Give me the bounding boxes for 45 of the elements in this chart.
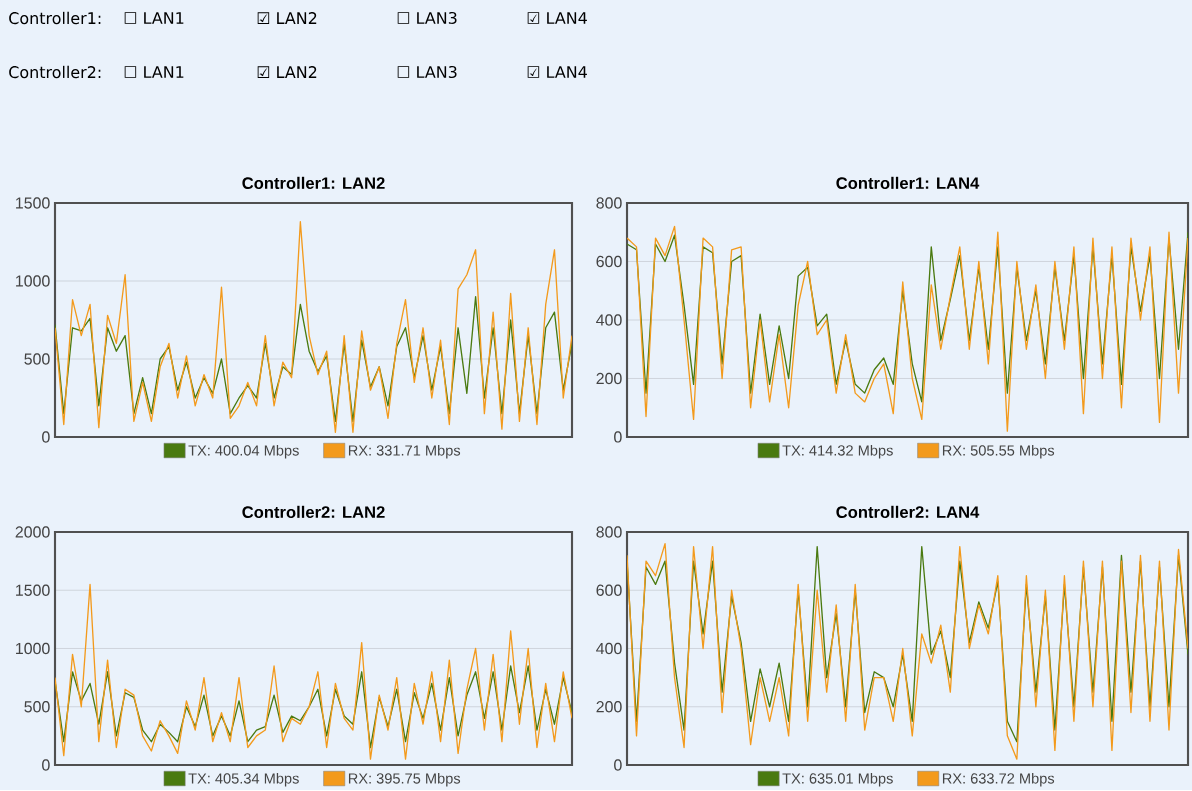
legend-label: RX: 331.71 Mbps (348, 445, 461, 459)
y-tick-label: 0 (42, 431, 50, 443)
y-tick-label: 600 (596, 584, 622, 596)
line-series (627, 225, 1189, 432)
y-tick-label: 0 (614, 431, 622, 443)
chart-title: Controller2: LAN4 (836, 505, 980, 519)
text: ☐ LAN3 (397, 12, 457, 25)
chart-title: Controller2: LAN2 (242, 505, 385, 519)
text: ☑ LAN4 (527, 66, 587, 78)
y-tick-label: 1500 (16, 197, 50, 209)
text: Controller1: (9, 11, 101, 25)
chart-title: Controller1: LAN4 (836, 176, 980, 190)
y-tick-label: 400 (596, 642, 622, 655)
legend-label: TX: 400.04 Mbps (188, 445, 299, 459)
text: ☑ LAN2 (257, 12, 317, 24)
text: ☐ LAN1 (124, 66, 184, 78)
text: ☑ LAN4 (527, 12, 587, 24)
y-tick-label: 800 (596, 197, 622, 209)
line-series (55, 665, 573, 749)
text: ☑ LAN2 (257, 66, 317, 78)
y-tick-label: 1500 (16, 584, 50, 596)
y-tick-label: 0 (614, 759, 622, 771)
legend-label: RX: 633.72 Mbps (942, 773, 1055, 787)
text: Controller2: (9, 65, 101, 79)
y-tick-label: 1000 (16, 642, 50, 655)
y-tick-label: 800 (596, 526, 622, 538)
y-tick-label: 200 (596, 372, 622, 385)
y-tick-label: 500 (24, 701, 50, 713)
y-tick-label: 2000 (15, 526, 50, 538)
y-tick-label: 600 (596, 255, 622, 268)
y-tick-label: 0 (42, 759, 50, 771)
y-tick-label: 400 (596, 314, 622, 326)
y-tick-label: 500 (24, 353, 50, 365)
chart-title: Controller1: LAN2 (242, 176, 385, 190)
y-tick-label: 200 (596, 701, 622, 713)
text: ☐ LAN1 (124, 12, 184, 24)
legend-label: TX: 635.01 Mbps (782, 773, 893, 787)
legend-label: RX: 395.75 Mbps (348, 773, 461, 787)
line-series (55, 583, 573, 760)
y-tick-label: 1000 (16, 275, 50, 287)
legend-label: RX: 505.55 Mbps (942, 445, 1055, 459)
legend-label: TX: 405.34 Mbps (188, 773, 299, 787)
line-series (55, 221, 573, 434)
legend-label: TX: 414.32 Mbps (782, 445, 893, 459)
text: ☐ LAN3 (397, 66, 457, 79)
